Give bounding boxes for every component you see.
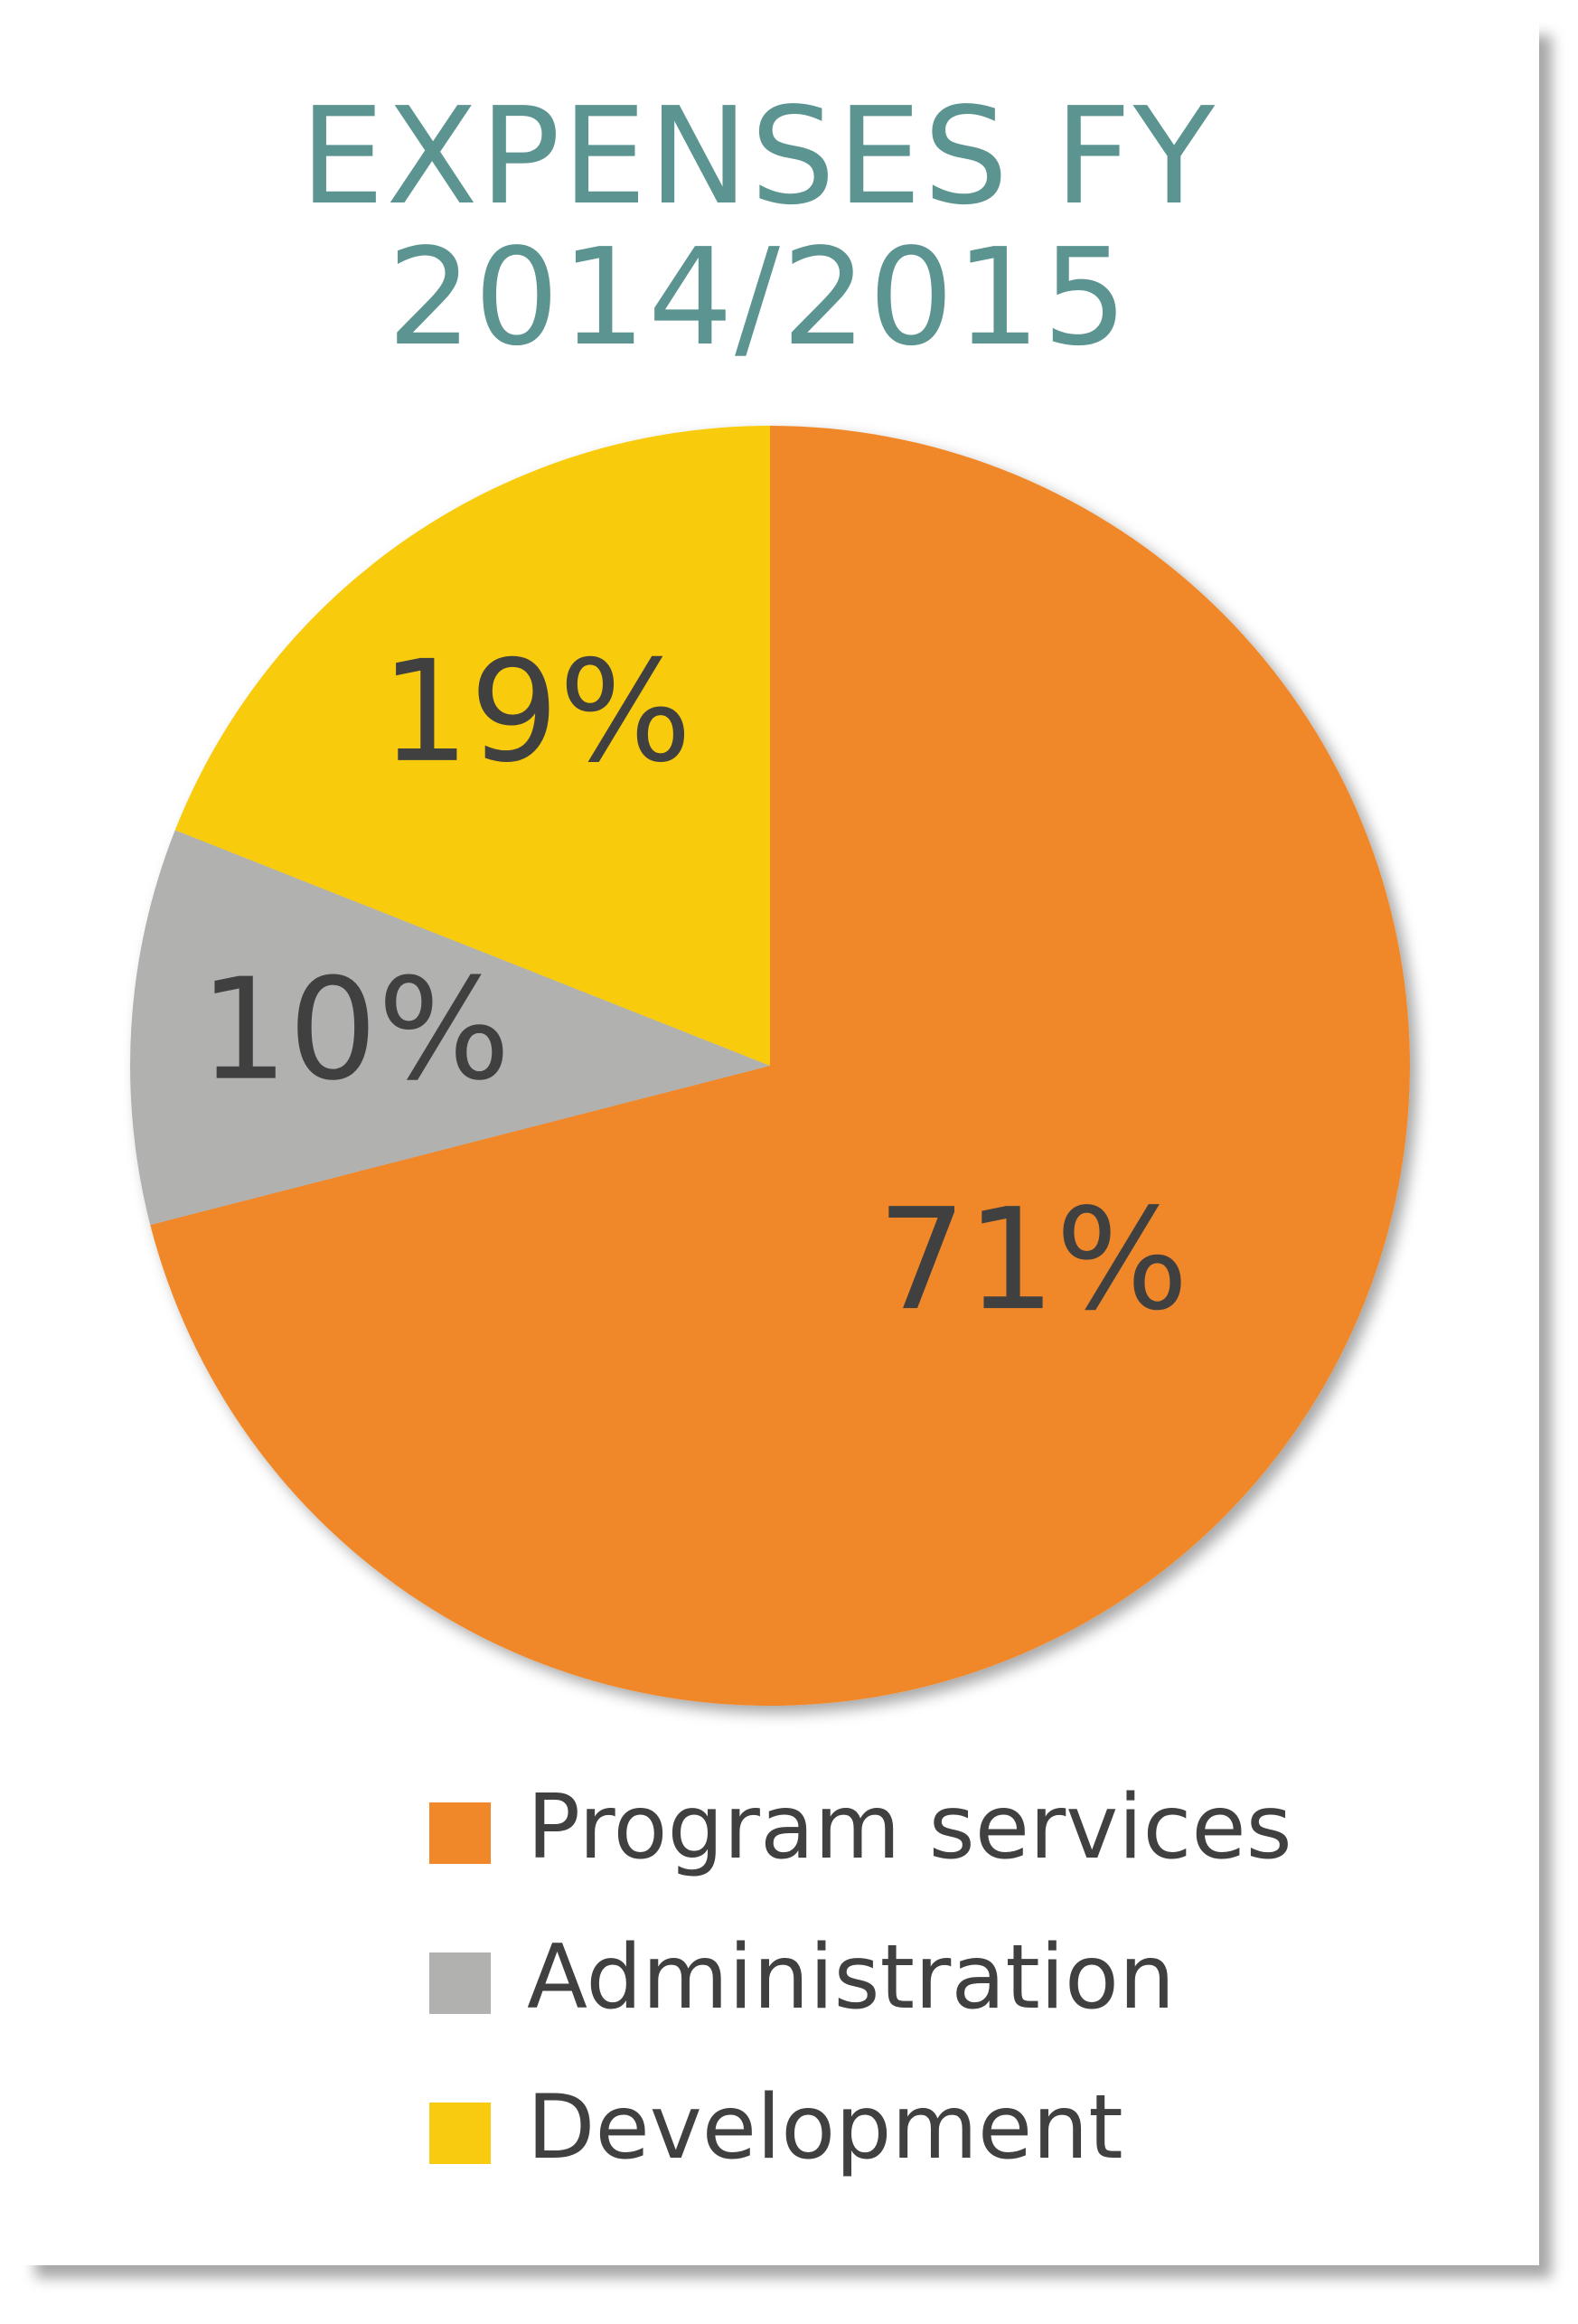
data-label: 10% bbox=[199, 948, 511, 1112]
data-label: 71% bbox=[878, 1178, 1189, 1341]
chart-title: EXPENSES FY 2014/2015 bbox=[299, 79, 1217, 375]
pie-slice bbox=[174, 426, 770, 1066]
legend-swatch bbox=[429, 1802, 491, 1864]
labels: 71% 10% 19% bbox=[199, 630, 1188, 1341]
legend-swatch bbox=[429, 2103, 491, 2164]
legend-swatch bbox=[429, 1952, 491, 2014]
pie bbox=[130, 426, 1411, 1706]
legend: Program services Administration Developmen… bbox=[429, 1776, 1292, 2179]
legend-label: Administration bbox=[527, 1926, 1175, 2029]
pie-slice bbox=[130, 830, 771, 1226]
pie-slice bbox=[150, 426, 1411, 1706]
legend-label: Development bbox=[527, 2076, 1123, 2179]
data-label: 19% bbox=[380, 630, 692, 794]
legend-label: Program services bbox=[527, 1776, 1292, 1879]
